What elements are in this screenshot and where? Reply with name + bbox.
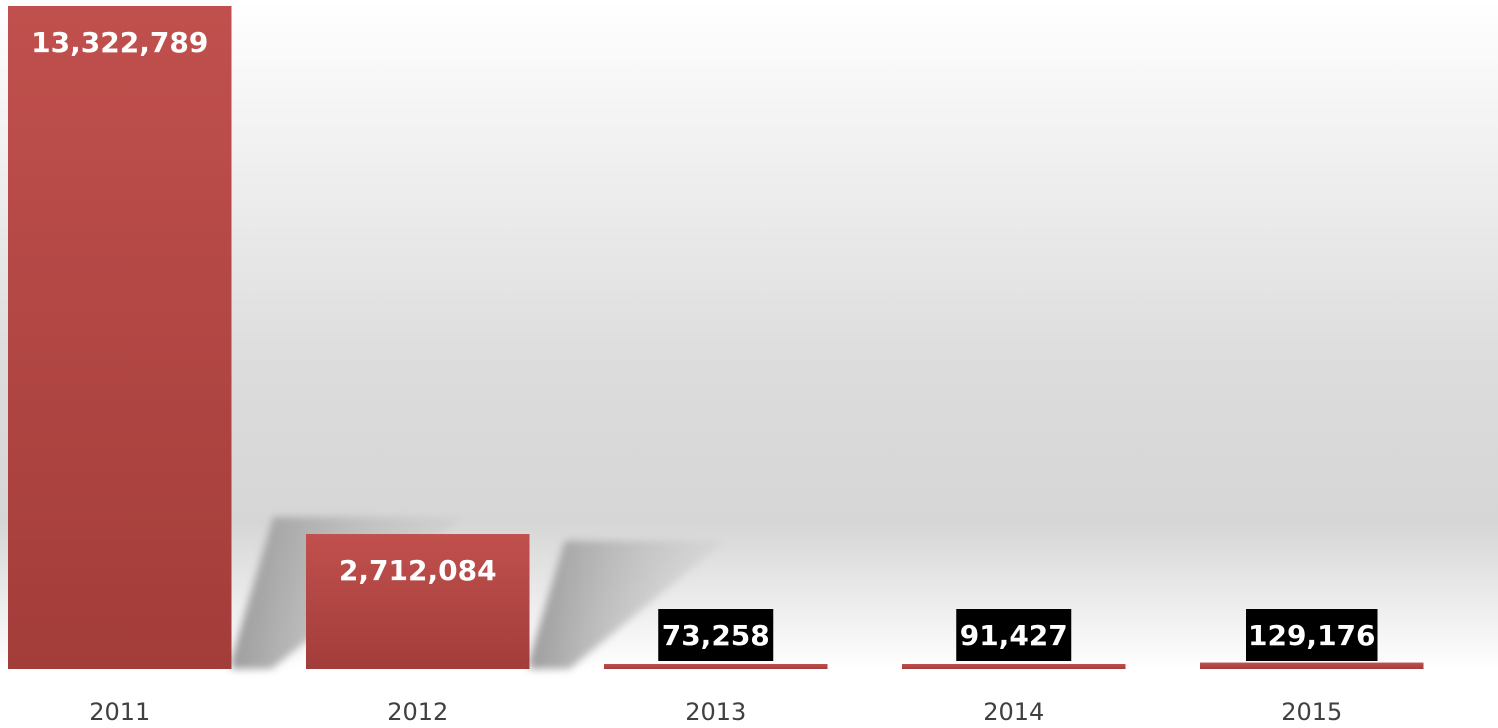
bars xyxy=(8,6,1424,669)
x-tick-label-2012: 2012 xyxy=(387,698,448,726)
x-tick-label-2011: 2011 xyxy=(89,698,150,726)
x-tick-label-2013: 2013 xyxy=(685,698,746,726)
x-axis-tick-labels: 2011 2012 2013 2014 2015 xyxy=(89,698,1342,726)
data-label-text: 91,427 xyxy=(960,619,1068,652)
data-label-2015: 129,176 xyxy=(1246,609,1378,661)
bar-2015 xyxy=(1200,662,1424,669)
data-label-box xyxy=(658,609,774,661)
bar-2012 xyxy=(306,534,530,669)
bar-2011 xyxy=(8,6,232,669)
data-label-text: 129,176 xyxy=(1248,619,1376,652)
data-label-2012: 2,712,084 xyxy=(339,554,497,587)
bar-2013 xyxy=(604,664,828,669)
x-tick-label-2014: 2014 xyxy=(983,698,1044,726)
x-tick-label-2015: 2015 xyxy=(1281,698,1342,726)
data-label-text: 2,712,084 xyxy=(339,554,497,587)
data-label-text: 73,258 xyxy=(662,619,770,652)
data-label-text: 13,322,789 xyxy=(31,26,208,59)
bar-2014 xyxy=(902,664,1126,669)
plot-background xyxy=(0,0,1498,670)
data-label-2011: 13,322,789 xyxy=(31,26,208,59)
data-labels: 13,322,789 2,712,084 73,258 91,427 129,176 xyxy=(31,26,1378,661)
bar-shadow xyxy=(529,540,726,669)
data-label-box xyxy=(1246,609,1378,661)
data-label-box xyxy=(956,609,1072,661)
data-label-2014: 91,427 xyxy=(956,609,1072,661)
data-label-2013: 73,258 xyxy=(658,609,774,661)
